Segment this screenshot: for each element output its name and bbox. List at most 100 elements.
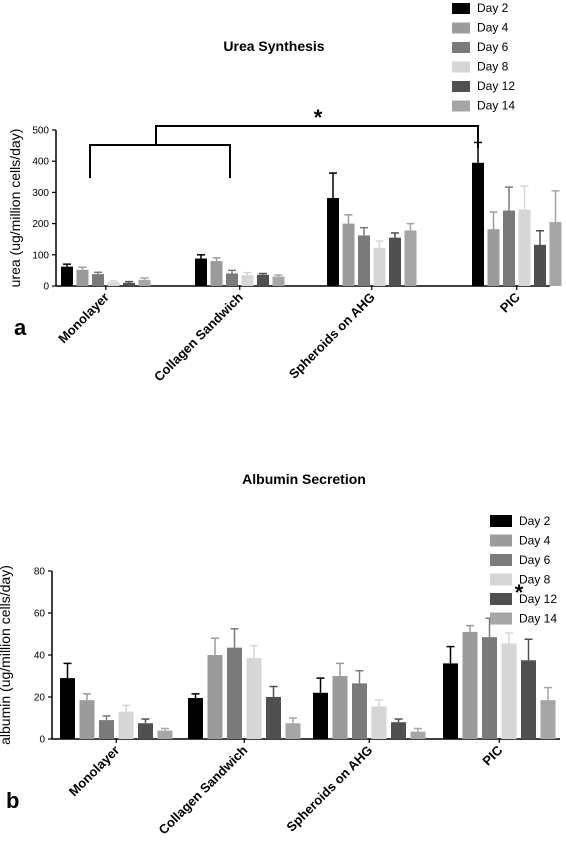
albumin-bar (79, 700, 95, 739)
albumin-bar (482, 637, 497, 739)
significance-bracket: * (89, 105, 479, 178)
urea-bar (241, 275, 254, 286)
albumin-bar (352, 683, 367, 739)
urea-bar (358, 235, 370, 286)
urea-bar (503, 210, 515, 286)
albumin-bar (227, 647, 242, 739)
urea-legend-swatch (452, 42, 470, 53)
albumin-bar (246, 658, 262, 739)
urea-category-label: Collagen Sandwich (151, 289, 246, 384)
urea-chart: Urea Synthesis urea (ug/million cells/da… (7, 1, 562, 384)
albumin-bar (410, 731, 426, 739)
urea-bar (327, 198, 339, 286)
albumin-category-label: Monolayer (66, 743, 123, 800)
urea-chart-title: Urea Synthesis (223, 38, 324, 54)
urea-category-label: Spheroids on AHG (286, 290, 378, 382)
urea-bar (210, 261, 223, 286)
urea-y-tick-label: 300 (32, 188, 49, 199)
urea-legend-swatch (452, 61, 470, 73)
albumin-y-tick-label: 40 (34, 651, 46, 662)
albumin-legend-label: Day 14 (519, 612, 557, 626)
urea-bar (487, 229, 500, 286)
albumin-bar (99, 720, 114, 739)
albumin-legend-swatch (490, 593, 512, 605)
urea-legend-swatch (452, 3, 470, 14)
albumin-bar (118, 711, 134, 739)
albumin-y-axis-label: albumin (ug/million cells/day) (0, 565, 13, 745)
albumin-bar (157, 730, 173, 739)
albumin-category-label: PIC (479, 742, 505, 768)
albumin-bar (521, 660, 536, 739)
albumin-legend-label: Day 6 (519, 553, 551, 567)
albumin-bar (371, 706, 387, 739)
albumin-legend: Day 2 Day 4 Day 6 Day 8 Day 12 Day 14 (490, 514, 557, 626)
albumin-bar (313, 692, 328, 739)
urea-bar (518, 209, 531, 286)
albumin-category-label: Collagen Sandwich (155, 742, 250, 837)
albumin-chart: Albumin Secretion albumin (ug/million ce… (0, 471, 560, 837)
urea-category-label: Monolayer (55, 290, 112, 347)
albumin-bar (138, 723, 153, 739)
albumin-bar (266, 697, 281, 739)
urea-legend: Day 2 Day 4 Day 6 Day 8 Day 12 Day 14 (452, 1, 515, 113)
urea-category-label: PIC (497, 289, 523, 315)
urea-bar (138, 279, 151, 286)
urea-y-axis-label: urea (ug/million cells/day) (7, 129, 23, 288)
urea-y-tick-label: 0 (43, 282, 49, 293)
urea-bar (472, 162, 484, 286)
urea-legend-label: Day 4 (477, 21, 509, 35)
albumin-bar (462, 631, 478, 739)
albumin-significance-star: * (515, 580, 524, 605)
albumin-legend-label: Day 8 (519, 573, 551, 587)
urea-legend-label: Day 14 (477, 99, 515, 113)
urea-bar (107, 282, 120, 286)
urea-legend-swatch (452, 100, 470, 112)
albumin-legend-label: Day 12 (519, 592, 557, 606)
albumin-bar (188, 698, 203, 739)
albumin-bar (60, 678, 75, 739)
urea-legend-label: Day 12 (477, 79, 515, 93)
albumin-bar (285, 723, 301, 739)
albumin-y-tick-label: 20 (34, 693, 46, 704)
albumin-chart-title: Albumin Secretion (242, 471, 366, 487)
albumin-bar (501, 643, 517, 739)
urea-bar (373, 247, 386, 286)
urea-bar (257, 274, 269, 286)
urea-significance-star: * (314, 105, 323, 130)
urea-bar (549, 222, 562, 286)
albumin-legend-label: Day 4 (519, 534, 551, 548)
urea-legend-label: Day 8 (477, 60, 509, 74)
albumin-bar (391, 722, 406, 739)
urea-bar (123, 282, 135, 286)
urea-y-tick-label: 100 (32, 250, 49, 261)
albumin-legend-swatch (490, 612, 512, 625)
urea-legend-label: Day 6 (477, 40, 509, 54)
albumin-bar (207, 655, 223, 739)
urea-bar (404, 230, 417, 286)
albumin-panel-label: b (6, 788, 19, 813)
significance-bracket-line (89, 125, 479, 178)
albumin-y-tick-label: 60 (34, 609, 46, 620)
urea-bar (389, 237, 401, 286)
albumin-y-tick-label: 0 (39, 735, 45, 746)
urea-y-tick-label: 200 (32, 219, 49, 230)
urea-bar (534, 244, 546, 286)
urea-legend-swatch (452, 22, 470, 34)
albumin-bar (443, 663, 458, 739)
albumin-legend-swatch (490, 515, 512, 527)
albumin-legend-swatch (490, 534, 512, 547)
urea-bar (92, 274, 104, 286)
albumin-legend-label: Day 2 (519, 514, 551, 528)
urea-bar (272, 276, 285, 286)
urea-bar (342, 223, 355, 286)
albumin-legend-swatch (490, 573, 512, 586)
albumin-bar (540, 700, 556, 739)
urea-bar (226, 273, 238, 286)
urea-y-tick-label: 400 (32, 157, 49, 168)
urea-legend-swatch (452, 81, 470, 92)
urea-y-tick-label: 500 (32, 126, 49, 137)
albumin-category-label: Spheroids on AHG (283, 743, 375, 835)
urea-bar (195, 258, 207, 286)
urea-bar (76, 269, 89, 286)
